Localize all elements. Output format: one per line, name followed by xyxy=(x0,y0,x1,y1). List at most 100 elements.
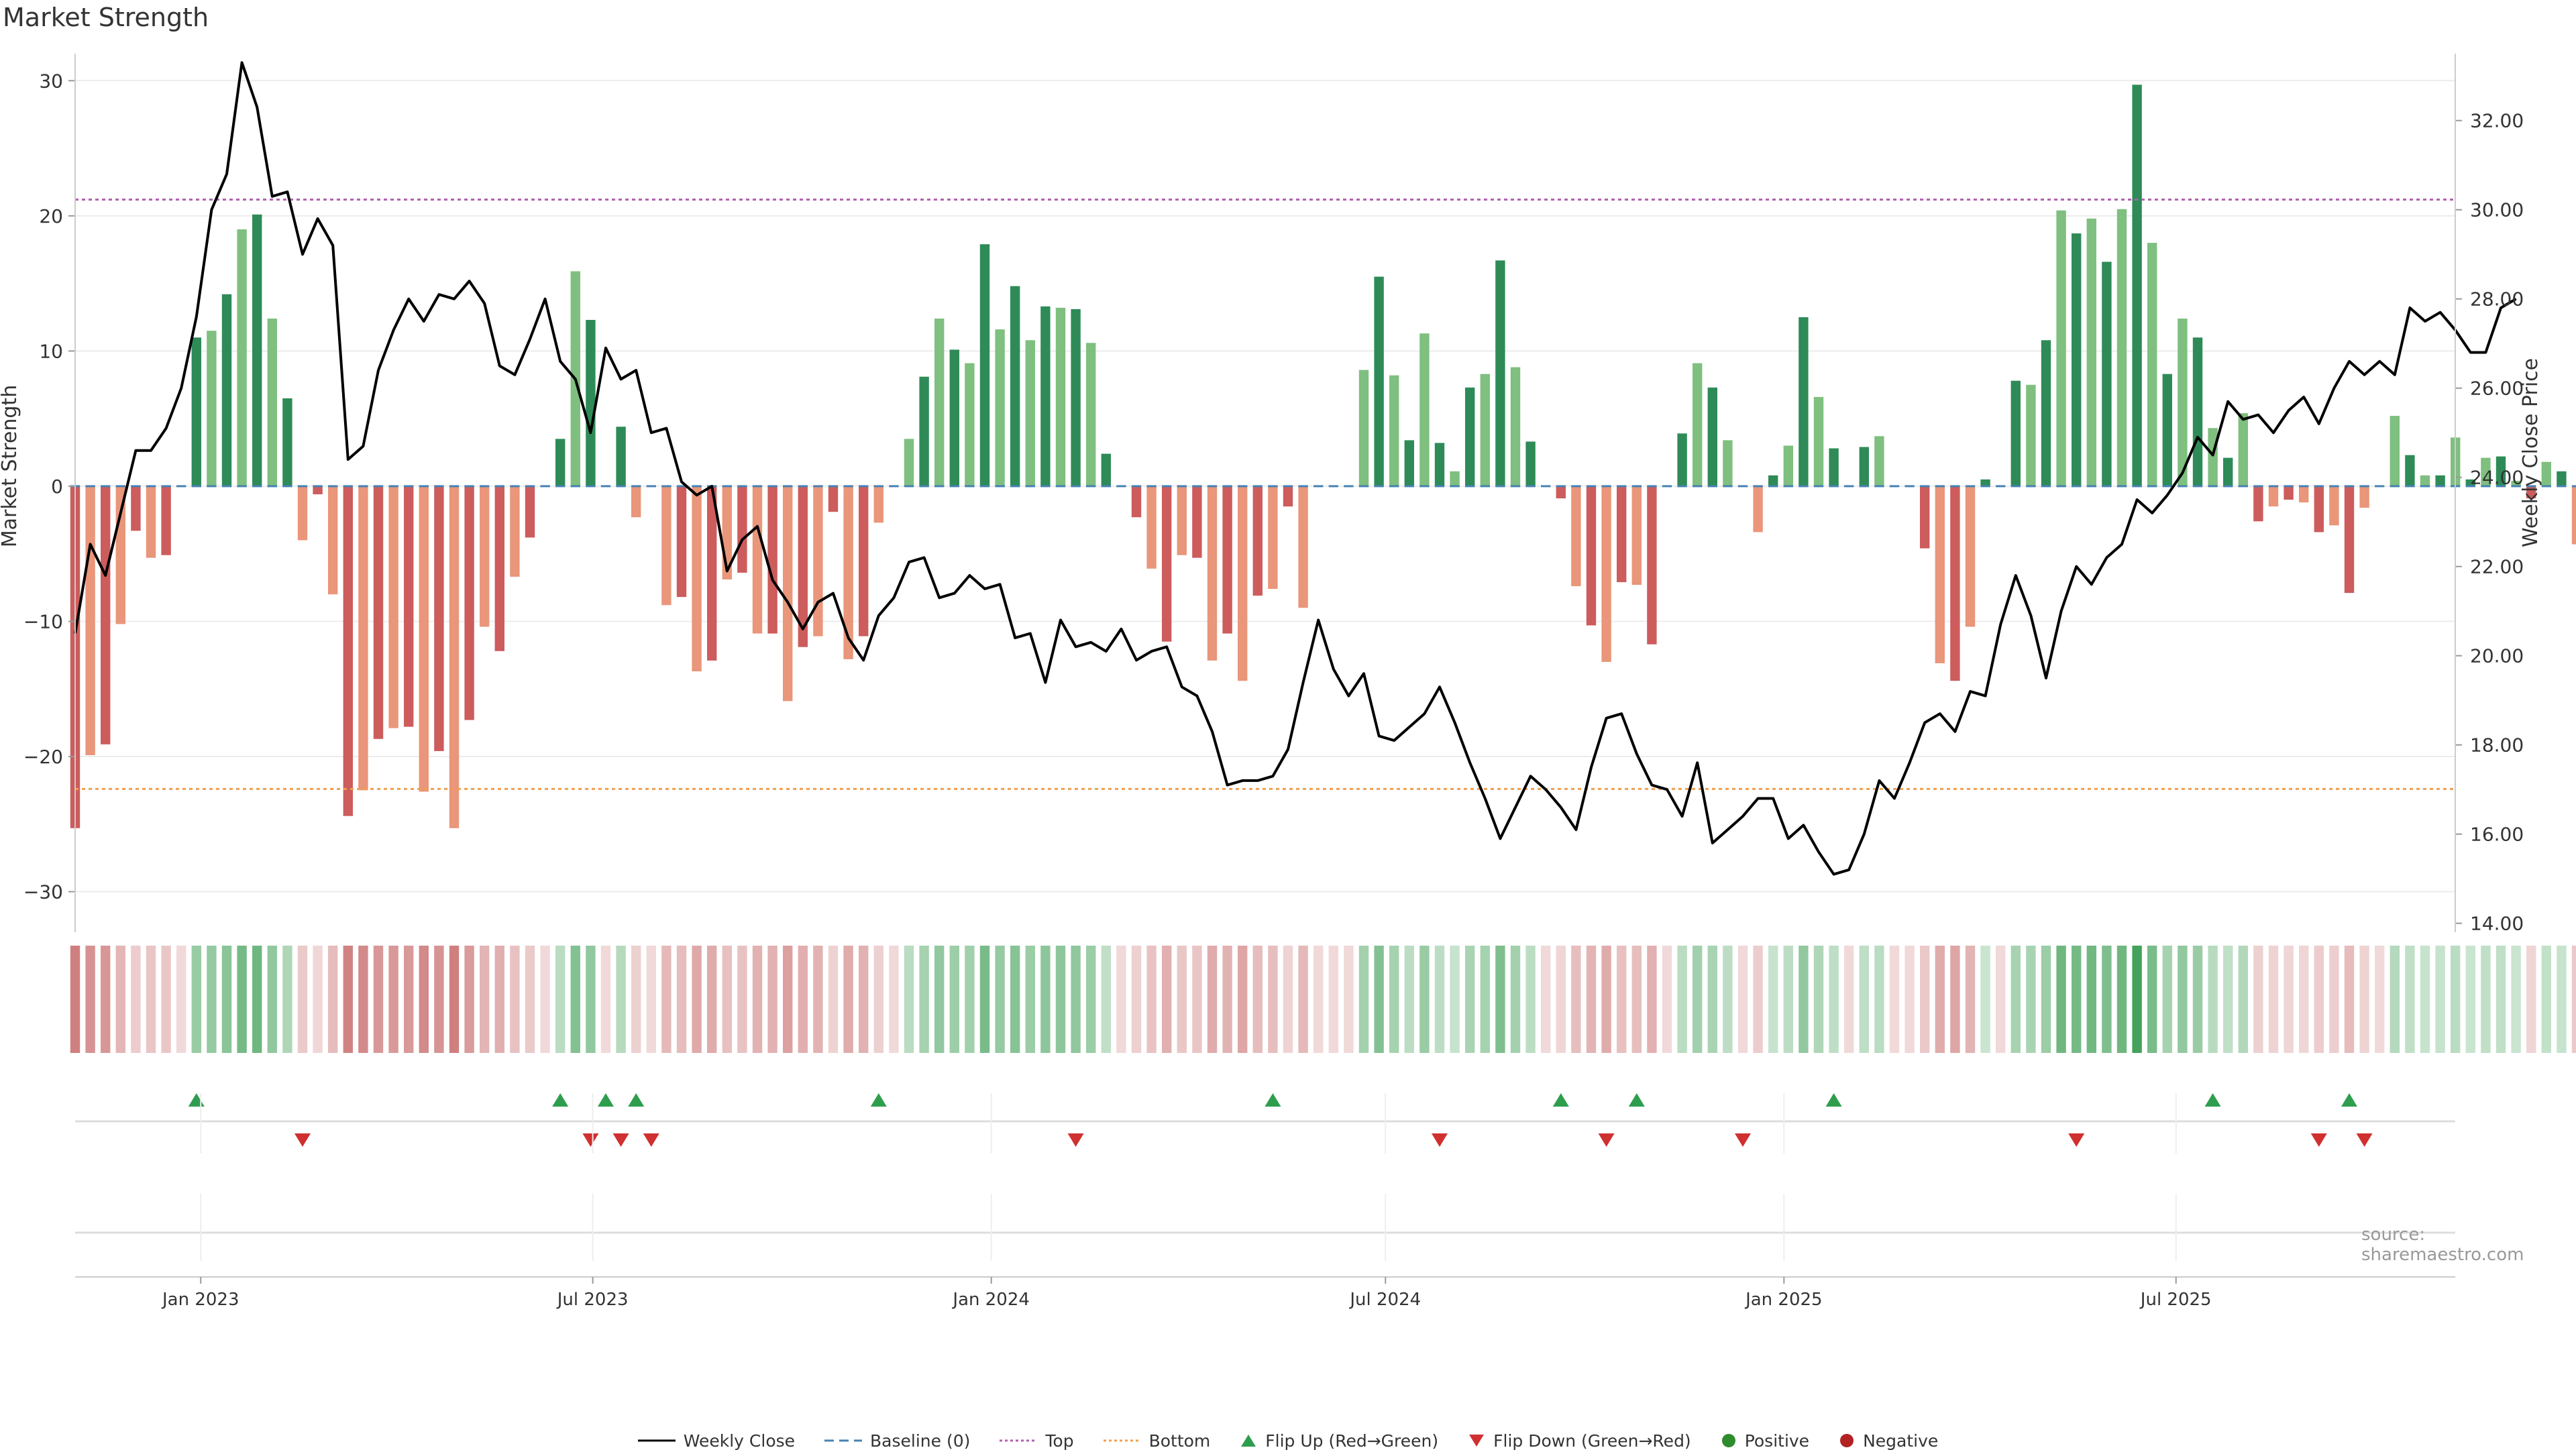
x-tick-label: Jul 2025 xyxy=(2139,1290,2212,1310)
strength-bar xyxy=(1177,486,1187,555)
heat-cell xyxy=(1465,946,1475,1053)
heat-cell xyxy=(2223,946,2233,1053)
strength-bar xyxy=(2465,479,2475,486)
heat-cell xyxy=(1480,946,1490,1053)
heat-cell xyxy=(525,946,535,1053)
heat-cell xyxy=(1904,946,1915,1053)
right-tick-label: 24.00 xyxy=(2470,467,2524,489)
dotted-line-swatch-icon xyxy=(1103,1439,1141,1442)
heat-cell xyxy=(101,946,111,1053)
heat-cell xyxy=(2132,946,2142,1053)
strength-bar xyxy=(1965,486,1976,627)
heat-cell xyxy=(2496,946,2506,1053)
strength-bar xyxy=(1192,486,1202,558)
heat-cell xyxy=(1071,946,1081,1053)
heat-cell xyxy=(2557,946,2567,1053)
strength-bar xyxy=(965,363,975,486)
strength-bar xyxy=(2253,486,2263,522)
left-tick-label: 20 xyxy=(39,205,63,227)
strength-bar xyxy=(434,486,444,751)
strength-bar xyxy=(1571,486,1581,587)
heat-cell xyxy=(1040,946,1051,1053)
heat-cell xyxy=(115,946,125,1053)
strength-bar xyxy=(161,486,171,555)
strength-bar xyxy=(2192,337,2203,486)
strength-bar xyxy=(2557,471,2567,486)
heat-cell xyxy=(1601,946,1611,1053)
strength-bar xyxy=(1693,363,1703,486)
legend-label: Baseline (0) xyxy=(870,1431,971,1451)
heat-cell xyxy=(1510,946,1521,1053)
heat-cell xyxy=(646,946,656,1053)
strength-bar xyxy=(297,486,308,541)
x-tick-label: Jul 2024 xyxy=(1348,1290,1421,1310)
strength-bar xyxy=(1268,486,1278,590)
strength-bar xyxy=(2041,340,2051,486)
heat-cell xyxy=(2390,946,2400,1053)
heat-cell xyxy=(2435,946,2445,1053)
heat-cell xyxy=(313,946,323,1053)
legend-label: Flip Up (Red→Green) xyxy=(1265,1431,1439,1451)
strength-bar xyxy=(1631,486,1642,585)
strength-bar xyxy=(1829,448,1839,486)
heat-cell xyxy=(934,946,945,1053)
strength-bar xyxy=(1389,375,1399,486)
strength-bar xyxy=(282,398,292,486)
heat-cell xyxy=(1631,946,1642,1053)
heat-cell xyxy=(1404,946,1414,1053)
legend-flip-up: Flip Up (Red→Green) xyxy=(1240,1431,1438,1451)
triangle-down-icon xyxy=(1469,1435,1485,1447)
heat-cell xyxy=(2284,946,2294,1053)
right-tick-label: 20.00 xyxy=(2470,645,2524,667)
heat-cell xyxy=(2329,946,2339,1053)
strength-bar xyxy=(1980,479,1990,486)
heat-cell xyxy=(1177,946,1187,1053)
heat-cell xyxy=(2571,946,2576,1053)
flip-up-marker xyxy=(2341,1093,2357,1107)
heat-cell xyxy=(1358,946,1369,1053)
strength-bar xyxy=(1874,436,1884,486)
heat-cell xyxy=(737,946,747,1053)
strength-bar xyxy=(2299,486,2309,503)
strength-bar xyxy=(2162,374,2172,486)
strength-bar xyxy=(2420,475,2430,486)
strength-bar xyxy=(1859,447,1869,486)
strength-bar xyxy=(707,486,717,661)
heat-cell xyxy=(1920,946,1930,1053)
strength-bar xyxy=(1480,374,1490,486)
heat-cell xyxy=(1328,946,1338,1053)
legend-top: Top xyxy=(1000,1431,1074,1451)
strength-bar xyxy=(767,486,777,634)
heat-cell xyxy=(1813,946,1824,1053)
legend-baseline: Baseline (0) xyxy=(824,1431,970,1451)
heat-cell xyxy=(1799,946,1809,1053)
strength-bar xyxy=(904,439,914,486)
strength-bar xyxy=(2056,210,2066,486)
strength-bar xyxy=(525,486,535,538)
strength-bar xyxy=(737,486,747,573)
x-tick-label: Jan 2024 xyxy=(951,1290,1030,1310)
x-tick-label: Jan 2025 xyxy=(1744,1290,1823,1310)
page-title: Market Strength xyxy=(3,3,209,32)
left-tick-label: −10 xyxy=(23,610,63,632)
strength-bar xyxy=(616,427,626,486)
strength-bar xyxy=(101,486,111,744)
strength-bar xyxy=(2284,486,2294,500)
strength-bar xyxy=(2102,262,2112,486)
flip-down-marker xyxy=(643,1133,659,1147)
strength-bar xyxy=(813,486,823,636)
heat-cell xyxy=(783,946,793,1053)
heat-cell xyxy=(692,946,702,1053)
right-tick-label: 18.00 xyxy=(2470,734,2524,757)
right-tick-label: 14.00 xyxy=(2470,913,2524,935)
flip-up-marker xyxy=(628,1093,645,1107)
heat-cell xyxy=(176,946,186,1053)
right-tick-label: 30.00 xyxy=(2470,199,2524,221)
heat-cell xyxy=(843,946,853,1053)
strength-bar xyxy=(1374,276,1384,486)
strength-bar xyxy=(995,329,1005,486)
strength-bar xyxy=(1677,433,1687,486)
heat-cell xyxy=(1268,946,1278,1053)
heat-cell xyxy=(2072,946,2082,1053)
